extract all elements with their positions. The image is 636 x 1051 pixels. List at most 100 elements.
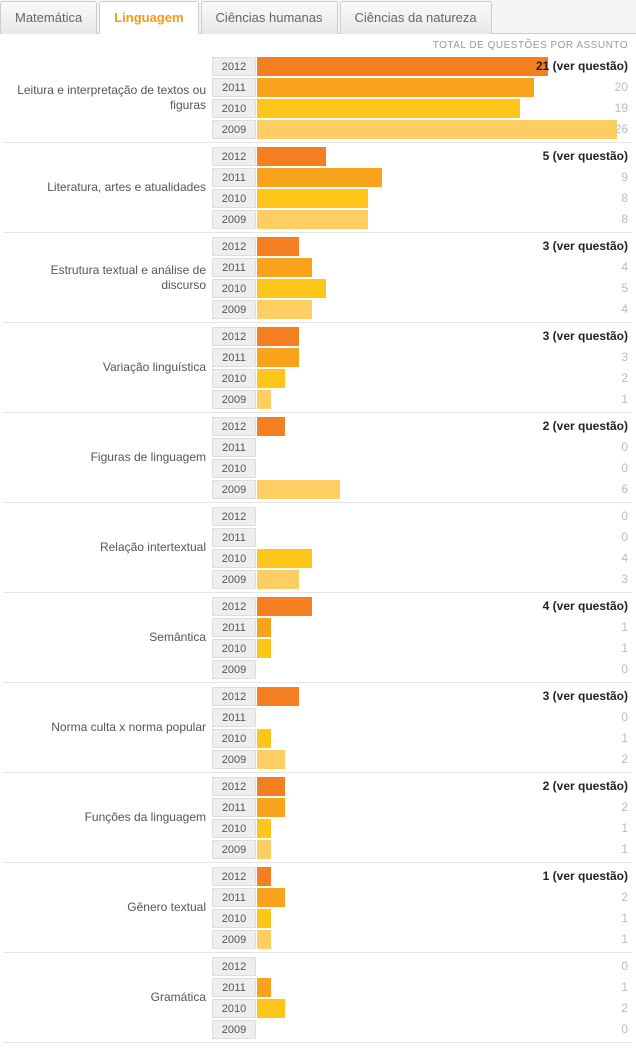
bar — [257, 147, 326, 166]
value-link[interactable]: 21 (ver questão) — [536, 57, 628, 76]
bar — [257, 618, 271, 637]
bar-track: 20 — [257, 78, 632, 97]
year-row: 20090 — [212, 659, 632, 679]
bar-track: 0 — [257, 438, 632, 457]
bar-track: 3 (ver questão) — [257, 327, 632, 346]
bar — [257, 327, 299, 346]
bar — [257, 189, 368, 208]
bar — [257, 777, 285, 796]
bar — [257, 390, 271, 409]
bar-track: 2 — [257, 369, 632, 388]
value-text: 1 — [621, 978, 628, 997]
value-link[interactable]: 3 (ver questão) — [543, 237, 628, 256]
bar — [257, 417, 285, 436]
bar — [257, 909, 271, 928]
year-row: 201221 (ver questão) — [212, 56, 632, 76]
bar-track: 4 — [257, 300, 632, 319]
tab-2[interactable]: Ciências humanas — [201, 1, 338, 34]
year-row: 20091 — [212, 389, 632, 409]
year-row: 20102 — [212, 998, 632, 1018]
year-row: 20090 — [212, 1019, 632, 1039]
bar — [257, 57, 548, 76]
year-label: 2011 — [212, 78, 256, 97]
bar-track: 3 — [257, 570, 632, 589]
year-row: 2011 1 — [212, 977, 632, 997]
value-text: 2 — [621, 750, 628, 769]
value-text: 8 — [621, 189, 628, 208]
year-row: 20121 (ver questão) — [212, 866, 632, 886]
year-label: 2012 — [212, 507, 256, 526]
value-text: 19 — [615, 99, 628, 118]
tab-0[interactable]: Matemática — [0, 1, 97, 34]
topic: Variação linguística20123 (ver questão)2… — [4, 323, 632, 413]
bar — [257, 750, 285, 769]
value-text: 0 — [621, 708, 628, 727]
year-label: 2012 — [212, 597, 256, 616]
bar-track: 0 — [257, 459, 632, 478]
bar — [257, 798, 285, 817]
topic-chart: Leitura e interpretação de textos ou fig… — [0, 53, 636, 1051]
year-row: 20122 (ver questão) — [212, 416, 632, 436]
year-row: 201120 — [212, 77, 632, 97]
value-link[interactable]: 4 (ver questão) — [543, 597, 628, 616]
topic-label: Variação linguística — [4, 325, 212, 410]
topic-label: Leitura e interpretação de textos ou fig… — [4, 55, 212, 140]
year-row: 2012 3 (ver questão) — [212, 236, 632, 256]
bar — [257, 840, 271, 859]
year-label: 2010 — [212, 189, 256, 208]
value-link[interactable]: 1 (ver questão) — [543, 867, 628, 886]
year-label: 2010 — [212, 819, 256, 838]
year-row: 20113 — [212, 347, 632, 367]
value-link[interactable]: 3 (ver questão) — [543, 687, 628, 706]
bar-track: 1 — [257, 840, 632, 859]
year-row: 20112 — [212, 797, 632, 817]
bar-track: 1 — [257, 639, 632, 658]
year-row: 20098 — [212, 209, 632, 229]
value-text: 1 — [621, 390, 628, 409]
value-text: 2 — [621, 888, 628, 907]
year-row: 20101 — [212, 638, 632, 658]
year-label: 2011 — [212, 978, 256, 997]
bar-track: 3 (ver questão) — [257, 687, 632, 706]
bar-track: 0 — [257, 507, 632, 526]
year-row: 20102 — [212, 368, 632, 388]
year-label: 2009 — [212, 300, 256, 319]
value-link[interactable]: 2 (ver questão) — [543, 777, 628, 796]
year-row: 20122 (ver questão) — [212, 776, 632, 796]
tab-3[interactable]: Ciências da natureza — [340, 1, 492, 34]
topic: Gramática20120 2011 12010220090 — [4, 953, 632, 1043]
value-link[interactable]: 3 (ver questão) — [543, 327, 628, 346]
value-text: 0 — [621, 438, 628, 457]
year-row: 2012 4 (ver questão) — [212, 596, 632, 616]
topic-label: Gramática — [4, 955, 212, 1040]
value-text: 0 — [621, 459, 628, 478]
year-label: 2012 — [212, 237, 256, 256]
year-label: 2011 — [212, 168, 256, 187]
year-row: 20105 — [212, 278, 632, 298]
year-label: 2011 — [212, 888, 256, 907]
value-link[interactable]: 5 (ver questão) — [543, 147, 628, 166]
year-row: 20110 — [212, 437, 632, 457]
value-text: 4 — [621, 300, 628, 319]
year-row: 20091 — [212, 929, 632, 949]
bar — [257, 168, 382, 187]
year-row: 20101 — [212, 728, 632, 748]
value-link[interactable]: 2 (ver questão) — [543, 417, 628, 436]
year-row: 20111 — [212, 617, 632, 637]
year-label: 2010 — [212, 459, 256, 478]
bar-track: 1 — [257, 729, 632, 748]
bar-track: 2 — [257, 750, 632, 769]
year-label: 2009 — [212, 120, 256, 139]
bar — [257, 99, 520, 118]
bar — [257, 369, 285, 388]
topic: Norma culta x norma popular20123 (ver qu… — [4, 683, 632, 773]
year-row: 2011 0 — [212, 707, 632, 727]
year-row: 20120 — [212, 956, 632, 976]
tab-1[interactable]: Linguagem — [99, 1, 198, 34]
topic-label: Norma culta x norma popular — [4, 685, 212, 770]
value-text: 8 — [621, 210, 628, 229]
bar — [257, 120, 617, 139]
year-label: 2011 — [212, 708, 256, 727]
value-text: 3 — [621, 570, 628, 589]
value-text: 1 — [621, 819, 628, 838]
